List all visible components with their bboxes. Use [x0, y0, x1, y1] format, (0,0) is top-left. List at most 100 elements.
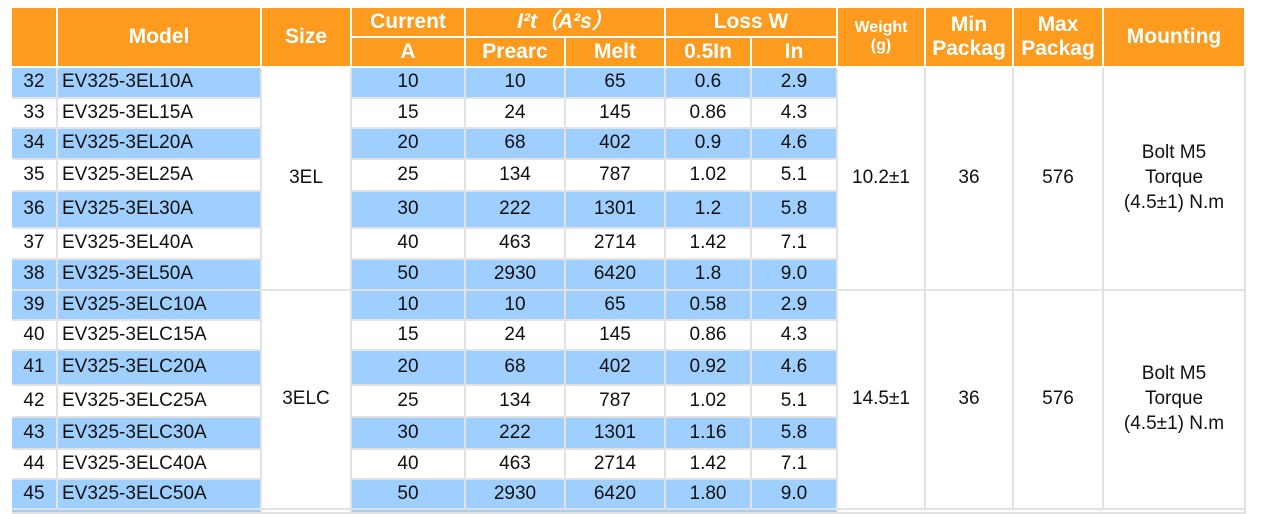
table-cell: 50: [352, 480, 466, 510]
cell-text: 0.5In: [684, 39, 732, 63]
table-cell: 145: [566, 321, 666, 351]
header-cell: A: [352, 38, 466, 68]
table-cell: 0.58: [666, 291, 752, 321]
cell-text: 1301: [593, 198, 637, 220]
table-cell: 1.02: [666, 160, 752, 192]
cell-text: 1.80: [689, 482, 727, 504]
header-cell: I²t（A²s）: [466, 8, 666, 38]
cell-text: 145: [599, 101, 631, 123]
model-cell: EV325-3ELC10A: [58, 291, 262, 321]
cell-text: 2.9: [780, 71, 808, 93]
cell-text: 40: [397, 232, 419, 254]
table-cell: 68: [466, 129, 566, 160]
table-cell: 38: [12, 260, 58, 291]
table-cell: 10: [352, 68, 466, 99]
model-cell: EV325-3ELC15A: [58, 321, 262, 351]
table-cell: 34: [12, 129, 58, 160]
cell-text: 402: [599, 132, 631, 154]
cell-text: EV325-3EL30A: [62, 198, 193, 220]
cell-text: Min: [950, 12, 988, 36]
table-cell: 9.0: [752, 480, 838, 510]
table-cell: 4.6: [752, 351, 838, 386]
cell-text: EV325-3ELC40A: [62, 452, 207, 474]
table-cell: 6420: [566, 480, 666, 510]
table-cell: 36: [12, 192, 58, 229]
cell-text: 5.1: [780, 389, 808, 411]
cell-text: 10.2±1: [852, 167, 910, 189]
cell-text: 24: [504, 323, 526, 345]
cell-text: 3EL: [289, 167, 323, 189]
table-cell: 1.16: [666, 418, 752, 450]
cell-text: 463: [499, 232, 531, 254]
header-cell: Size: [262, 8, 352, 68]
cell-text: 40: [397, 452, 419, 474]
cell-text: EV325-3ELC50A: [62, 482, 207, 504]
table-cell: 4.3: [752, 99, 838, 129]
table-cell: 20: [352, 351, 466, 386]
table-cell: 10: [352, 291, 466, 321]
cell-text: 32: [23, 71, 45, 93]
table-cell: 2930: [466, 480, 566, 510]
table-cell: 1301: [566, 418, 666, 450]
cell-text: 1301: [593, 421, 637, 443]
cell-text: Bolt M5: [1141, 363, 1207, 385]
model-cell: EV325-3ELC50A: [58, 480, 262, 510]
cell-text: 10: [397, 71, 419, 93]
table-cell: 15: [352, 99, 466, 129]
table-cell: 7.1: [752, 450, 838, 480]
cell-text: 36: [23, 198, 45, 220]
cell-text: 4.3: [780, 101, 808, 123]
size-cell: 3EL: [262, 68, 352, 291]
cell-text: 3ELC: [282, 388, 330, 410]
table-cell: 1.42: [666, 229, 752, 260]
mounting-cell: Bolt M5 Torque (4.5±1) N.m: [1104, 291, 1246, 510]
table-cell: 2.9: [752, 68, 838, 99]
max-cell: 576: [1014, 291, 1104, 510]
mounting-cell: Bolt M5 Torque (4.5±1) N.m: [1104, 68, 1246, 291]
cell-text: 134: [499, 163, 531, 185]
header-cell: Prearc: [466, 38, 566, 68]
cell-text: 45: [23, 482, 45, 504]
table-cell: 5.1: [752, 386, 838, 418]
table-cell: 787: [566, 386, 666, 418]
table-cell: 1301: [566, 192, 666, 229]
cell-text: 463: [499, 452, 531, 474]
table-cell: 0.86: [666, 321, 752, 351]
weight-cell: 10.2±1: [838, 68, 926, 291]
table-cell: 10: [466, 68, 566, 99]
table-cell: 463: [466, 229, 566, 260]
cell-text: Mounting: [1126, 24, 1222, 48]
table-cell: 15: [352, 321, 466, 351]
table-cell: 30: [352, 418, 466, 450]
cell-text: A: [400, 39, 416, 63]
cell-text: In: [784, 39, 804, 63]
table-cell: 2714: [566, 450, 666, 480]
cell-text: 10: [397, 293, 419, 315]
table-cell: [262, 510, 352, 514]
cell-text: Weight: [854, 18, 908, 36]
cell-text: 7.1: [780, 232, 808, 254]
model-cell: EV325-3EL25A: [58, 160, 262, 192]
cell-text: 145: [599, 323, 631, 345]
cell-text: 44: [23, 452, 45, 474]
table-cell: 25: [352, 160, 466, 192]
model-cell: EV325-3EL30A: [58, 192, 262, 229]
table-cell: 0.92: [666, 351, 752, 386]
cell-text: EV325-3EL25A: [62, 163, 193, 185]
cell-text: EV325-3EL40A: [62, 232, 193, 254]
cell-text: 6420: [593, 263, 637, 285]
cell-text: 4.3: [780, 323, 808, 345]
cell-text: 0.92: [689, 356, 727, 378]
cell-text: 9.0: [780, 263, 808, 285]
weight-cell: 14.5±1: [838, 291, 926, 510]
table-cell: 35: [12, 160, 58, 192]
cell-text: 4.6: [780, 356, 808, 378]
table-cell: 145: [566, 99, 666, 129]
table-cell: 25: [352, 386, 466, 418]
table-cell: 5.8: [752, 192, 838, 229]
table-cell: 1.2: [666, 192, 752, 229]
header-cell: Mounting: [1104, 8, 1246, 68]
table-cell: 65: [566, 291, 666, 321]
cell-text: (4.5±1) N.m: [1123, 412, 1225, 434]
cell-text: 9.0: [780, 482, 808, 504]
